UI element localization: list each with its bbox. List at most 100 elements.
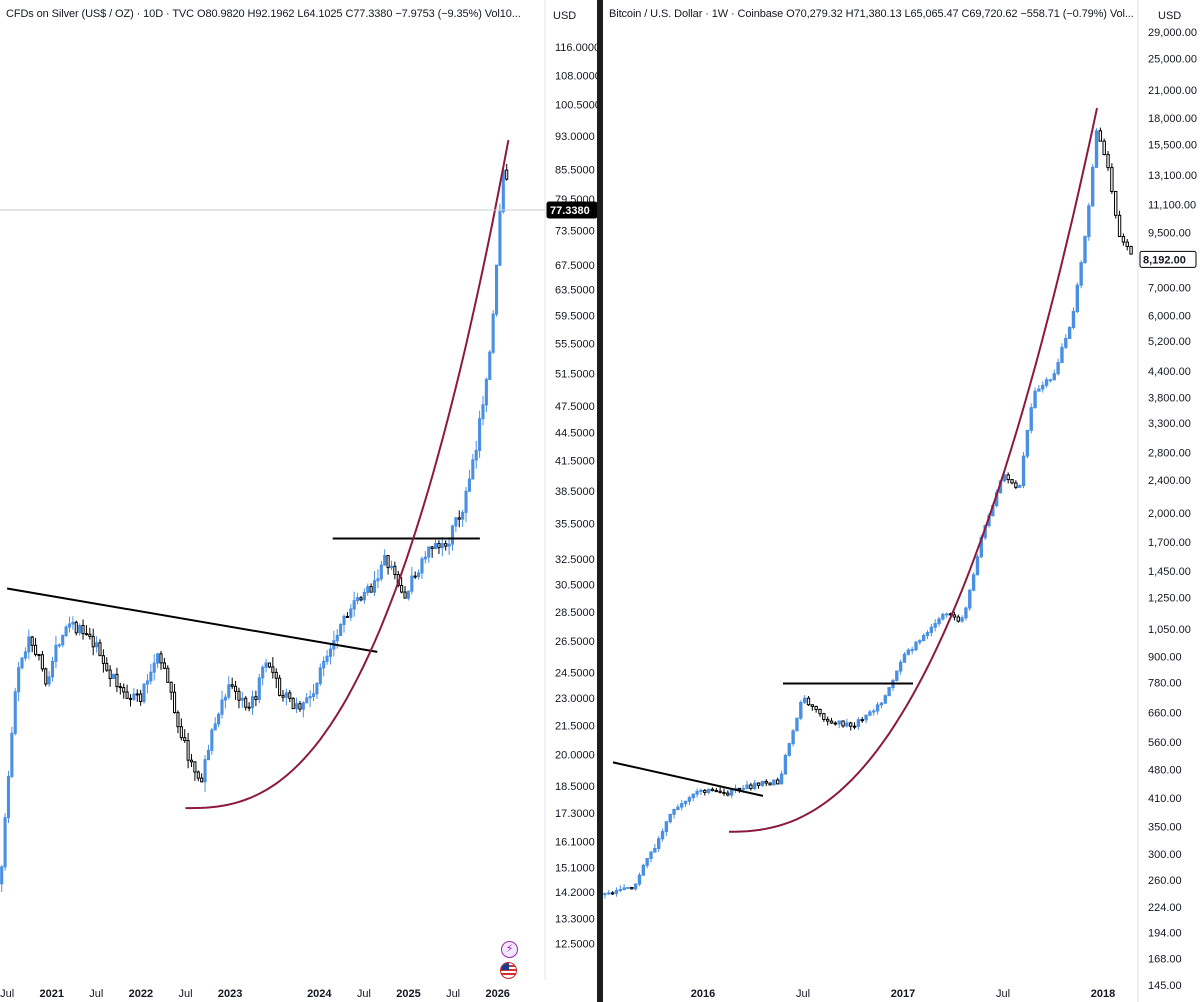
price-tick-label: 25,000.00 (1148, 54, 1197, 66)
candle-down (291, 697, 295, 710)
candle-up (921, 634, 926, 642)
candle-up (706, 788, 711, 793)
candle-down (91, 635, 95, 648)
candle-up (941, 613, 945, 620)
candle-up (376, 578, 380, 582)
candle-up (791, 730, 795, 745)
price-tick-label: 3,800.00 (1148, 393, 1191, 405)
candle-up (656, 838, 661, 849)
candle-up (454, 517, 458, 527)
candle-down (818, 709, 822, 715)
candle-up (318, 667, 322, 684)
candle-up (1025, 429, 1030, 457)
price-tick-label: 14.2000 (555, 887, 595, 899)
candle-down (98, 642, 102, 657)
candle-up (223, 696, 227, 701)
candle-up (960, 617, 964, 622)
candle-up (261, 666, 265, 679)
candle-up (342, 615, 346, 626)
silver-chart-panel[interactable]: 116.0000 108.0000 100.5000 93.0000 85.5000 79… (0, 0, 597, 1002)
candle-up (975, 556, 980, 576)
time-axis-label: Jul (446, 988, 460, 1000)
candle-up (887, 687, 891, 697)
candle-up (1052, 373, 1056, 381)
price-tick-label: 63.5000 (555, 284, 595, 296)
candle-down (1129, 245, 1133, 255)
candle-down (1121, 236, 1126, 243)
bitcoin-chart-canvas[interactable]: 29,000.00 25,000.00 21,000.00 18,000.00 15,5… (603, 0, 1200, 1002)
candle-up (498, 211, 502, 266)
candle-down (88, 633, 92, 637)
candle-down (810, 704, 815, 707)
candle-up (760, 780, 765, 786)
candle-up (645, 857, 649, 866)
candle-up (695, 790, 699, 795)
candle-up (250, 696, 255, 709)
candle-up (315, 682, 319, 695)
candle-down (444, 543, 448, 547)
candle-down (722, 791, 726, 794)
current-price-badge (546, 201, 597, 219)
candle-down (281, 694, 285, 698)
candle-up (471, 459, 475, 480)
candle-up (467, 478, 471, 492)
price-tick-label: 35.5000 (555, 518, 595, 530)
candle-up (145, 680, 149, 685)
candle-down (610, 892, 615, 895)
time-axis-label: Jul (0, 988, 14, 1000)
candle-up (1056, 362, 1060, 375)
candle-down (1114, 190, 1118, 216)
candle-up (795, 717, 799, 732)
candle-up (308, 696, 312, 699)
candle-up (488, 351, 492, 381)
us-flag-icon[interactable] (500, 962, 517, 979)
silver-chart-canvas[interactable]: 116.0000108.0000100.500093.000085.500079… (0, 0, 597, 1002)
candle-up (450, 525, 455, 545)
candle-up (864, 714, 868, 721)
candle-up (356, 597, 360, 602)
candle-up (379, 564, 383, 580)
current-price-label: 77.3380 (550, 205, 590, 217)
flash-icon[interactable]: ⚡ (501, 941, 518, 958)
candle-down (115, 673, 119, 688)
candle-down (768, 782, 772, 786)
candle-up (783, 754, 788, 775)
price-tick-label: 5,200.00 (1148, 336, 1191, 348)
time-axis-label: 2023 (218, 988, 242, 1000)
candle-up (47, 676, 51, 685)
candle-up (362, 591, 366, 601)
candle-up (653, 847, 657, 853)
candle-up (933, 623, 937, 628)
candle-down (135, 693, 139, 696)
silver-close: C77.3380 (345, 8, 393, 20)
candle-up (772, 779, 776, 786)
panel-divider[interactable] (597, 0, 603, 1002)
candle-up (1041, 384, 1045, 390)
candle-down (139, 693, 143, 702)
candle-up (352, 600, 356, 610)
time-axis-label: Jul (178, 988, 192, 1000)
candle-up (149, 671, 153, 682)
candle-up (156, 653, 160, 664)
candle-up (206, 749, 210, 761)
price-tick-label: 100.5000 (555, 100, 597, 112)
price-tick-label: 194.00 (1148, 928, 1182, 940)
candle-down (718, 790, 722, 793)
candle-down (822, 713, 826, 720)
price-tick-label: 20.0000 (555, 749, 595, 761)
candle-down (833, 722, 838, 725)
silver-low: L64.1025 (297, 8, 343, 20)
candle-up (964, 607, 968, 619)
candle-up (968, 589, 972, 609)
price-tick-label: 2,800.00 (1148, 447, 1191, 459)
candle-up (1083, 236, 1087, 264)
bitcoin-chart-panel[interactable]: 29,000.00 25,000.00 21,000.00 18,000.00 15,5… (603, 0, 1200, 1002)
candle-up (883, 695, 887, 704)
candle-down (108, 669, 112, 680)
candle-down (413, 575, 417, 578)
candle-down (1010, 479, 1014, 484)
candle-down (81, 625, 85, 635)
candle-up (845, 722, 849, 727)
candle-up (203, 759, 207, 783)
candle-down (1014, 482, 1018, 488)
